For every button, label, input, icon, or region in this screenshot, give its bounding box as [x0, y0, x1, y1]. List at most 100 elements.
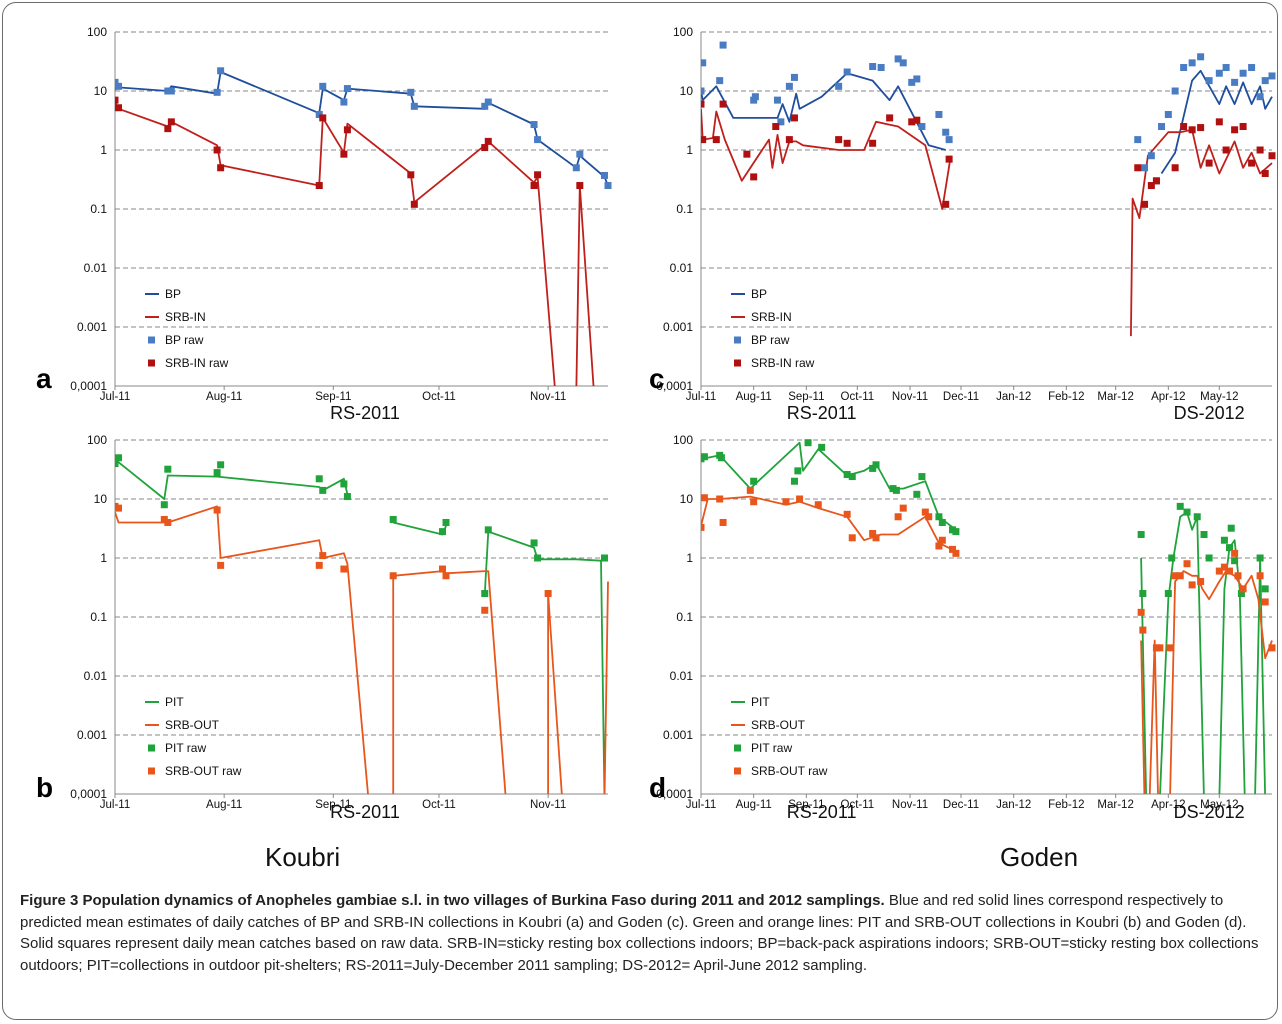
data-point-srb-out-raw: [701, 494, 708, 502]
data-point-srb-out-raw: [1176, 572, 1184, 580]
legend-label: BP raw: [751, 333, 790, 347]
series-line-srb-out: [701, 495, 957, 553]
data-point-srb-out-raw: [217, 561, 225, 569]
y-tick-label: 1: [100, 551, 107, 565]
data-point-pit-raw: [484, 526, 492, 534]
period-label: RS-2011: [330, 802, 400, 822]
series-line-pit: [115, 461, 349, 500]
x-tick-label: Nov-11: [892, 391, 928, 403]
data-point-pit-raw: [750, 477, 758, 485]
data-point-srb-out-raw: [716, 495, 724, 503]
data-point-srb-in-raw: [785, 136, 793, 144]
y-tick-label: 10: [94, 492, 108, 506]
y-tick-label: 100: [673, 25, 693, 39]
y-tick-label: 10: [94, 84, 108, 98]
x-tick-label: Sep-11: [788, 391, 824, 403]
x-tick-label: Aug-11: [736, 391, 772, 403]
data-point-srb-out-raw: [869, 530, 877, 538]
data-point-pit-raw: [481, 590, 489, 598]
period-label: RS-2011: [787, 802, 857, 822]
data-point-srb-in-raw: [1261, 169, 1269, 177]
data-point-srb-out-raw: [1188, 581, 1196, 589]
data-point-srb-out-raw: [1166, 644, 1174, 652]
y-tick-label: 10: [680, 492, 694, 506]
data-point-bp-raw: [1197, 53, 1205, 61]
data-point-bp-raw: [869, 63, 877, 71]
data-point-srb-out-raw: [814, 501, 822, 509]
series-line-pit: [1140, 511, 1266, 794]
data-point-bp-raw: [835, 82, 843, 90]
y-tick-label: 0,0001: [70, 787, 107, 801]
data-point-bp-raw: [935, 110, 943, 118]
data-point-srb-in-raw: [534, 171, 542, 179]
data-point-srb-in-raw: [750, 173, 758, 181]
data-point-bp-raw: [777, 118, 785, 126]
data-point-pit-raw: [1176, 502, 1184, 510]
data-point-srb-out-raw: [894, 513, 902, 521]
data-point-srb-out-raw: [782, 498, 790, 506]
x-tick-label: Jan-12: [996, 799, 1031, 811]
data-point-bp-raw: [877, 64, 885, 72]
data-point-srb-out-raw: [952, 549, 960, 557]
x-tick-label: Jul-11: [686, 799, 716, 811]
data-point-pit-raw: [115, 459, 119, 467]
data-point-srb-in-raw: [1134, 164, 1142, 172]
series-line-bp: [115, 71, 609, 186]
data-point-bp-raw: [164, 87, 172, 95]
legend-swatch-square: [148, 336, 155, 344]
data-point-srb-out-raw: [1234, 572, 1242, 580]
data-point-bp-raw: [340, 98, 348, 106]
data-point-srb-in-raw: [942, 200, 950, 208]
series-line-srb-in: [701, 108, 952, 210]
data-point-pit-raw: [1164, 590, 1172, 598]
data-point-pit-raw: [1193, 513, 1201, 521]
data-point-pit-raw: [1183, 508, 1191, 516]
data-point-srb-out-raw: [1220, 563, 1228, 571]
data-point-bp-raw: [572, 164, 580, 172]
data-point-pit-raw: [804, 439, 812, 447]
data-point-srb-in-raw: [115, 104, 123, 112]
y-tick-label: 0.1: [90, 610, 107, 624]
y-tick-label: 0.001: [663, 320, 693, 334]
legend-swatch-square: [148, 744, 155, 752]
legend-label: SRB-IN raw: [165, 356, 229, 370]
data-point-pit-raw: [1237, 590, 1245, 598]
data-point-srb-out-raw: [340, 565, 348, 573]
data-point-pit-raw: [1256, 554, 1264, 562]
legend-label: SRB-OUT raw: [165, 764, 242, 778]
data-point-srb-in-raw: [1268, 152, 1276, 160]
data-point-srb-out-raw: [750, 498, 758, 506]
data-point-pit-raw: [913, 490, 921, 498]
data-point-bp-raw: [1231, 78, 1239, 86]
x-tick-label: Dec-11: [943, 799, 979, 811]
data-point-bp-raw: [315, 110, 323, 118]
data-point-pit-raw: [1200, 531, 1208, 539]
panel-letter: b: [36, 772, 53, 803]
x-tick-label: Mar-12: [1097, 799, 1133, 811]
data-point-srb-in-raw: [530, 182, 538, 190]
data-point-srb-out-raw: [848, 534, 856, 542]
x-tick-label: Nov-11: [530, 391, 566, 403]
legend-label: SRB-OUT: [165, 718, 220, 732]
legend-label: SRB-IN raw: [751, 356, 815, 370]
data-point-pit-raw: [952, 528, 960, 536]
data-point-srb-out-raw: [921, 508, 929, 516]
legend-label: SRB-IN: [165, 310, 206, 324]
data-point-bp-raw: [217, 67, 225, 75]
legend-label: PIT: [751, 695, 770, 709]
data-point-srb-out-raw: [899, 504, 907, 512]
data-point-bp-raw: [1239, 69, 1247, 77]
data-point-srb-in-raw: [1248, 159, 1256, 167]
data-point-srb-out-raw: [315, 561, 323, 569]
data-point-bp-raw: [1222, 64, 1230, 72]
data-point-srb-out-raw: [115, 504, 123, 512]
data-point-pit-raw: [115, 454, 123, 462]
data-point-srb-out-raw: [442, 572, 450, 580]
data-point-bp-raw: [942, 128, 950, 136]
data-point-srb-in-raw: [410, 200, 418, 208]
data-point-pit-raw: [213, 469, 221, 477]
data-point-bp-raw: [1261, 77, 1269, 85]
